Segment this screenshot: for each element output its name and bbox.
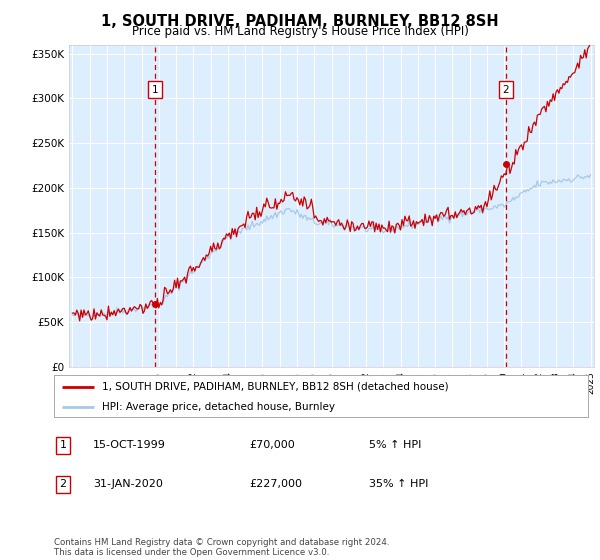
Text: £227,000: £227,000 <box>249 479 302 489</box>
Text: 2: 2 <box>59 479 67 489</box>
Text: 15-OCT-1999: 15-OCT-1999 <box>93 440 166 450</box>
Text: Price paid vs. HM Land Registry's House Price Index (HPI): Price paid vs. HM Land Registry's House … <box>131 25 469 38</box>
Text: 31-JAN-2020: 31-JAN-2020 <box>93 479 163 489</box>
Text: HPI: Average price, detached house, Burnley: HPI: Average price, detached house, Burn… <box>102 402 335 412</box>
Text: 1, SOUTH DRIVE, PADIHAM, BURNLEY, BB12 8SH: 1, SOUTH DRIVE, PADIHAM, BURNLEY, BB12 8… <box>101 14 499 29</box>
Text: 1, SOUTH DRIVE, PADIHAM, BURNLEY, BB12 8SH (detached house): 1, SOUTH DRIVE, PADIHAM, BURNLEY, BB12 8… <box>102 382 449 392</box>
Text: 1: 1 <box>59 440 67 450</box>
Text: 35% ↑ HPI: 35% ↑ HPI <box>369 479 428 489</box>
Text: 1: 1 <box>152 85 158 95</box>
Text: Contains HM Land Registry data © Crown copyright and database right 2024.
This d: Contains HM Land Registry data © Crown c… <box>54 538 389 557</box>
Text: 2: 2 <box>502 85 509 95</box>
Text: 5% ↑ HPI: 5% ↑ HPI <box>369 440 421 450</box>
Text: £70,000: £70,000 <box>249 440 295 450</box>
